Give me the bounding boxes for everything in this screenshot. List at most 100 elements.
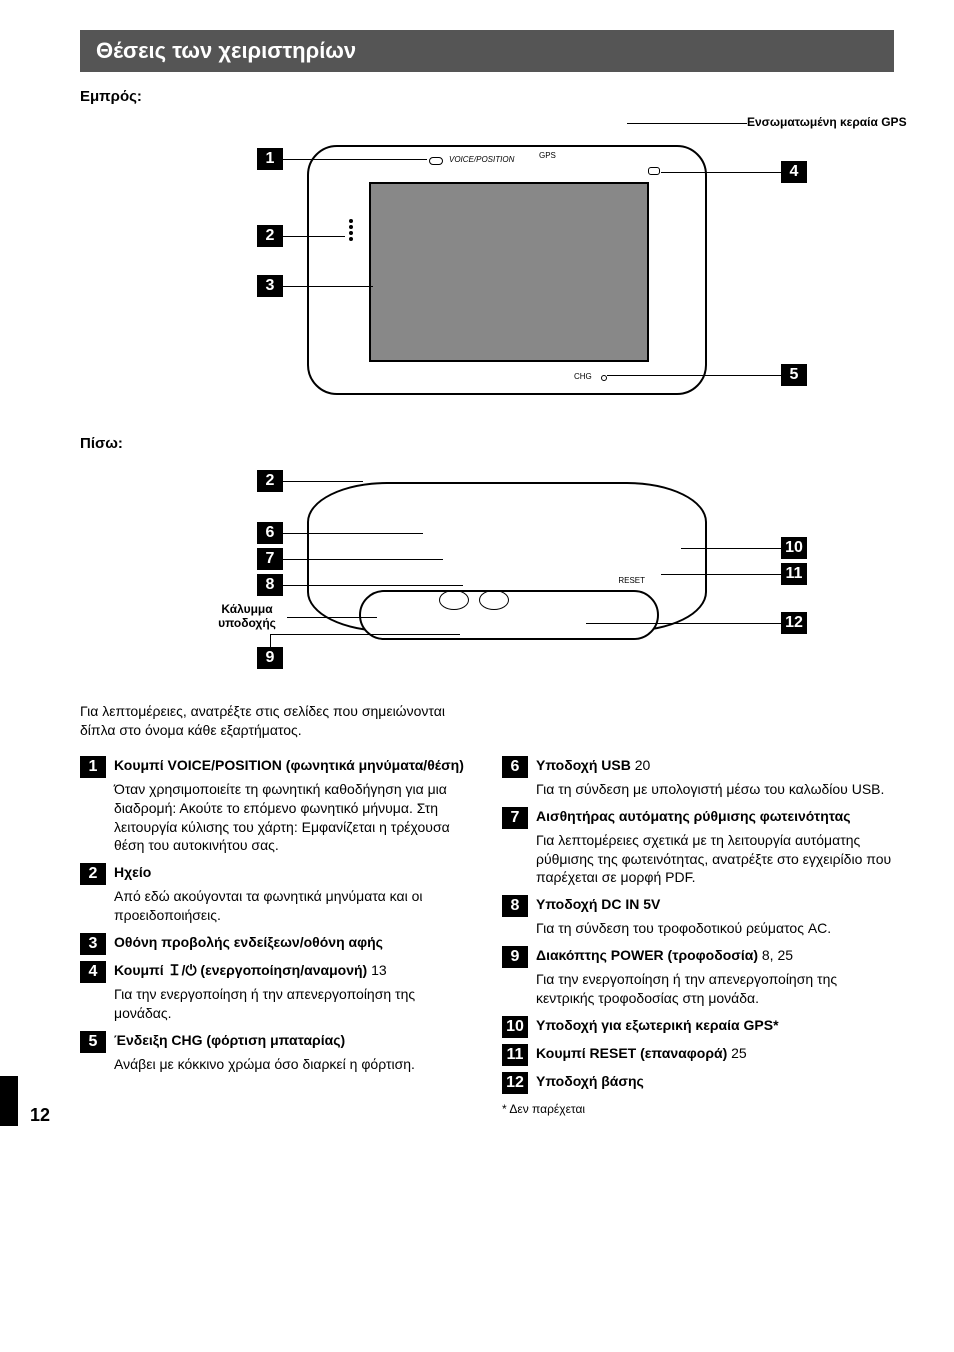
control-item: 2 Ηχείο: [80, 863, 472, 885]
item-description: Για λεπτομέρειες σχετικά με τη λειτουργί…: [536, 831, 894, 888]
item-title: Υποδοχή βάσης: [536, 1073, 644, 1089]
item-description: Για την ενεργοποίηση ή την απενεργοποίησ…: [114, 985, 472, 1023]
device-voice-label: VOICE/POSITION: [449, 155, 514, 164]
power-button-graphic: [648, 167, 660, 175]
item-marker: 8: [502, 895, 528, 917]
item-title: Αισθητήρας αυτόματης ρύθμισης φωτεινότητ…: [536, 808, 851, 824]
leader-12: [586, 623, 781, 624]
back-label: Πίσω:: [80, 435, 894, 452]
control-item: 12 Υποδοχή βάσης: [502, 1072, 894, 1094]
leader-10: [681, 548, 781, 549]
leader-9v: [270, 634, 271, 647]
control-item: 7 Αισθητήρας αυτόματης ρύθμισης φωτεινότη…: [502, 807, 894, 829]
item-title: Διακόπτης POWER (τροφοδοσία): [536, 947, 758, 963]
leader-4: [661, 172, 781, 173]
right-column: 6 Υποδοχή USB 20 Για τη σύνδεση με υπολογι…: [502, 750, 894, 1116]
device-body-front: VOICE/POSITION GPS CHG: [307, 145, 707, 395]
item-title: Οθόνη προβολής ενδείξεων/οθόνη αφής: [114, 934, 383, 950]
item-title: Κουμπί Ｉ/⏻ (ενεργοποίηση/αναμονή): [114, 962, 367, 978]
control-item: 3 Οθόνη προβολής ενδείξεων/οθόνη αφής: [80, 933, 472, 955]
control-item: 9 Διακόπτης POWER (τροφοδοσία) 8, 25: [502, 946, 894, 968]
left-column: 1 Κουμπί VOICE/POSITION (φωνητικά μηνύματ…: [80, 750, 472, 1116]
leader-5: [607, 375, 781, 376]
front-diagram: VOICE/POSITION GPS CHG Ενσωματωμένη κερα…: [80, 115, 894, 415]
item-title: Ένδειξη CHG (φόρτιση μπαταρίας): [114, 1032, 345, 1048]
leader-2b: [283, 481, 363, 482]
marker-8: 8: [257, 574, 283, 596]
marker-3: 3: [257, 275, 283, 297]
item-title: Κουμπί VOICE/POSITION (φωνητικά μηνύματα…: [114, 757, 464, 773]
device-screen: [369, 182, 649, 362]
leader-2: [283, 236, 345, 237]
control-item: 4 Κουμπί Ｉ/⏻ (ενεργοποίηση/αναμονή) 13: [80, 961, 472, 983]
item-title: Υποδοχή USB: [536, 757, 631, 773]
control-item: 8 Υποδοχή DC IN 5V: [502, 895, 894, 917]
section-header: Θέσεις των χειριστηρίων: [80, 30, 894, 72]
footnote: * Δεν παρέχεται: [502, 1102, 894, 1116]
item-marker: 11: [502, 1044, 528, 1066]
device-gps-label: GPS: [539, 151, 556, 160]
item-marker: 9: [502, 946, 528, 968]
controls-list-columns: 1 Κουμπί VOICE/POSITION (φωνητικά μηνύματ…: [80, 750, 894, 1116]
antenna-label: Ενσωματωμένη κεραία GPS: [747, 115, 927, 129]
item-description: Για τη σύνδεση του τροφοδοτικού ρεύματος…: [536, 919, 894, 938]
back-diagram: RESET 2 6 7 8 Κάλυμμα υποδοχής 9 10 11 1…: [80, 462, 894, 682]
side-tab: [0, 1076, 18, 1126]
marker-4: 4: [781, 161, 807, 183]
leader-11: [661, 574, 781, 575]
leader-antenna: [627, 123, 747, 124]
marker-6: 6: [257, 522, 283, 544]
item-title: Υποδοχή DC IN 5V: [536, 896, 660, 912]
item-title: Ηχείο: [114, 864, 151, 880]
reset-label-graphic: RESET: [618, 576, 645, 585]
marker-12: 12: [781, 612, 807, 634]
item-marker: 7: [502, 807, 528, 829]
item-title: Κουμπί RESET (επαναφορά): [536, 1045, 727, 1061]
item-description: Ανάβει με κόκκινο χρώμα όσο διαρκεί η φό…: [114, 1055, 472, 1074]
leader-1: [283, 159, 427, 160]
port-2: [479, 590, 509, 610]
marker-1: 1: [257, 148, 283, 170]
item-marker: 12: [502, 1072, 528, 1094]
control-item: 11 Κουμπί RESET (επαναφορά) 25: [502, 1044, 894, 1066]
control-item: 6 Υποδοχή USB 20: [502, 756, 894, 778]
marker-11: 11: [781, 563, 807, 585]
port-1: [439, 590, 469, 610]
item-marker: 4: [80, 961, 106, 983]
marker-10: 10: [781, 537, 807, 559]
leader-cradle: [287, 617, 377, 618]
item-description: Όταν χρησιμοποιείτε τη φωνητική καθοδήγη…: [114, 780, 472, 856]
intro-text: Για λεπτομέρειες, ανατρέξτε στις σελίδες…: [80, 702, 480, 740]
control-item: 1 Κουμπί VOICE/POSITION (φωνητικά μηνύματ…: [80, 756, 472, 778]
speaker-dots: [349, 217, 357, 257]
item-marker: 6: [502, 756, 528, 778]
item-marker: 2: [80, 863, 106, 885]
item-page: 8, 25: [758, 947, 793, 963]
leader-8: [283, 585, 463, 586]
item-description: Για τη σύνδεση με υπολογιστή μέσω του κα…: [536, 780, 894, 799]
front-label: Εμπρός:: [80, 88, 894, 105]
leader-3: [283, 286, 373, 287]
item-marker: 10: [502, 1016, 528, 1038]
item-page: 13: [367, 962, 386, 978]
leader-6: [283, 533, 423, 534]
item-marker: 3: [80, 933, 106, 955]
item-page: 25: [727, 1045, 746, 1061]
item-page: 20: [631, 757, 650, 773]
device-body-back: RESET: [307, 482, 707, 632]
leader-7: [283, 559, 443, 560]
item-marker: 5: [80, 1031, 106, 1053]
device-chg-label: CHG: [574, 372, 592, 381]
control-item: 10 Υποδοχή για εξωτερική κεραία GPS*: [502, 1016, 894, 1038]
item-description: Από εδώ ακούγονται τα φωνητικά μηνύματα …: [114, 887, 472, 925]
control-item: 5 Ένδειξη CHG (φόρτιση μπαταρίας): [80, 1031, 472, 1053]
cradle-base: [359, 590, 659, 640]
cradle-label: Κάλυμμα υποδοχής: [207, 602, 287, 630]
marker-5: 5: [781, 364, 807, 386]
item-description: Για την ενεργοποίηση ή την απενεργοποίησ…: [536, 970, 894, 1008]
voice-button-graphic: [429, 157, 443, 165]
page-number: 12: [30, 1105, 50, 1126]
item-marker: 1: [80, 756, 106, 778]
leader-9: [270, 634, 460, 635]
item-title: Υποδοχή για εξωτερική κεραία GPS*: [536, 1017, 779, 1033]
